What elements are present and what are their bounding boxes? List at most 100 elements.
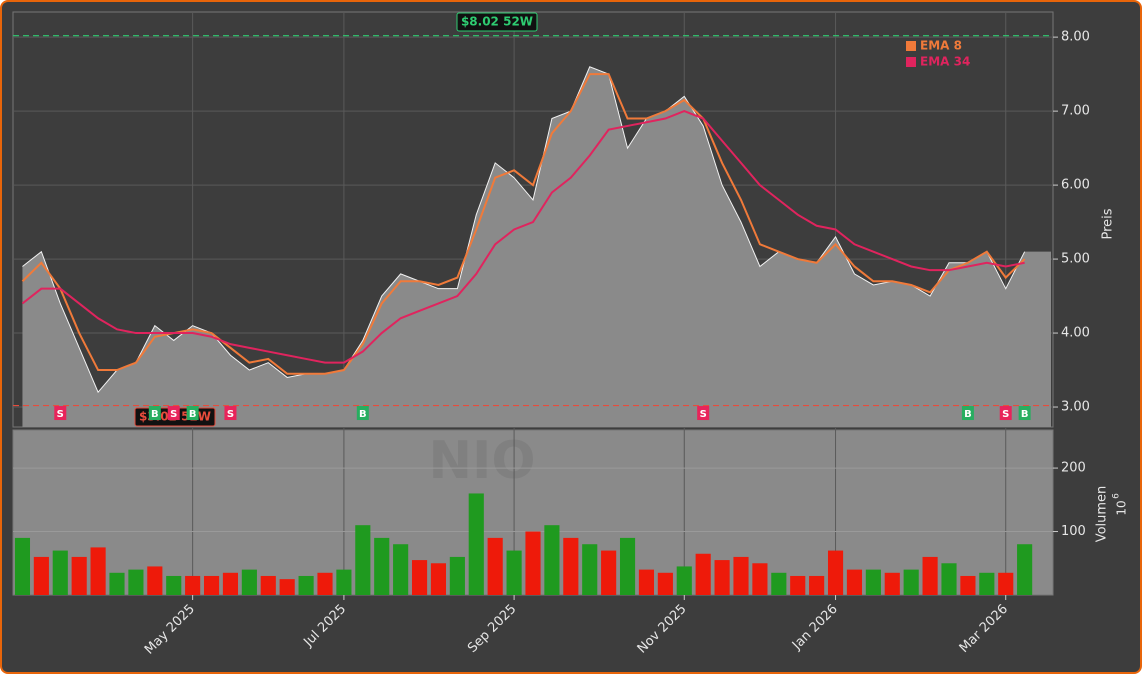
volume-bar xyxy=(676,566,692,595)
unit-exponent: 6 xyxy=(1112,493,1122,499)
signal-badge xyxy=(1018,406,1031,421)
unit-label: 10 xyxy=(1115,500,1129,515)
volume-bar xyxy=(260,575,276,595)
price-line xyxy=(22,66,1026,394)
y-tick-label: 8.00 xyxy=(1061,30,1090,45)
x-tick-label: Jul 2025 xyxy=(300,602,349,651)
x-tick-label: Jan 2026 xyxy=(789,602,841,654)
volume-bar xyxy=(468,493,484,595)
volume-bar xyxy=(33,556,49,595)
volume-bar xyxy=(487,537,503,595)
signal-badge xyxy=(697,406,710,421)
volume-bar xyxy=(166,575,182,595)
volume-bar xyxy=(809,575,825,595)
volume-bar xyxy=(601,550,617,595)
volume-bar xyxy=(430,563,447,595)
signal-badge xyxy=(356,406,369,421)
legend-swatch xyxy=(906,41,916,51)
volume-bar xyxy=(733,556,749,595)
volume-bar xyxy=(185,575,201,595)
y-tick-label: 7.00 xyxy=(1061,104,1090,119)
signal-badge xyxy=(224,406,237,421)
legend-swatch xyxy=(906,57,916,67)
volume-bar xyxy=(619,537,636,595)
signal-label: S xyxy=(57,409,64,420)
level-label: $8.02 52W xyxy=(461,15,533,29)
signal-label: S xyxy=(1002,409,1009,420)
volume-bar xyxy=(865,569,881,595)
signal-label: S xyxy=(700,409,707,420)
volume-bar xyxy=(52,550,68,595)
volume-bar xyxy=(714,560,730,595)
x-tick-label: May 2025 xyxy=(142,602,198,658)
volume-bar xyxy=(109,572,125,595)
volume-bar xyxy=(846,569,863,595)
y-axis-label: Preis xyxy=(1101,208,1116,239)
volume-bar xyxy=(525,531,541,595)
y-tick-label: 5.00 xyxy=(1061,252,1090,267)
volume-bar xyxy=(790,575,806,595)
ema-line xyxy=(21,73,1026,375)
signal-label: B xyxy=(1021,409,1029,420)
volume-bar xyxy=(563,537,579,595)
volume-bar xyxy=(582,544,598,595)
volume-bar xyxy=(979,572,995,595)
legend-label: EMA 34 xyxy=(920,55,970,69)
signal-badge xyxy=(186,406,199,421)
volume-bar xyxy=(827,550,844,595)
signal-label: B xyxy=(359,409,367,420)
y-tick-label: 3.00 xyxy=(1061,400,1090,415)
volume-bar xyxy=(222,572,239,595)
y-axis-label: Volumen xyxy=(1095,486,1110,543)
volume-bar xyxy=(71,556,87,595)
volume-bar xyxy=(922,556,938,595)
signal-badge xyxy=(961,406,974,421)
signal-badge xyxy=(999,406,1012,421)
price-area xyxy=(22,66,1051,428)
volume-bar xyxy=(355,525,371,595)
volume-bar xyxy=(884,572,900,595)
volume-bar xyxy=(695,553,711,595)
watermark: NIO xyxy=(428,431,535,491)
volume-bar xyxy=(374,537,390,595)
volume-bar xyxy=(14,537,31,595)
y-tick-label: 6.00 xyxy=(1061,178,1090,193)
volume-bar xyxy=(1017,544,1033,595)
signal-label: B xyxy=(151,409,159,420)
signal-badge xyxy=(54,406,67,421)
volume-bar xyxy=(298,575,314,595)
volume-bar xyxy=(638,569,655,595)
volume-bar xyxy=(411,560,428,595)
ema-line xyxy=(21,110,1025,364)
signal-badge xyxy=(167,406,180,421)
volume-bar xyxy=(506,550,522,595)
signal-badge xyxy=(148,406,161,421)
volume-bar xyxy=(960,575,976,595)
signal-label: B xyxy=(964,409,972,420)
volume-bar xyxy=(241,569,257,595)
volume-bar xyxy=(90,547,106,595)
volume-bar xyxy=(203,575,220,595)
volume-bar xyxy=(147,566,163,595)
signal-label: B xyxy=(189,409,197,420)
volume-bar xyxy=(128,569,144,595)
volume-bar xyxy=(941,563,957,595)
y-tick-label: 200 xyxy=(1061,461,1086,476)
x-tick-label: Mar 2026 xyxy=(957,602,1011,656)
y-tick-label: 100 xyxy=(1061,524,1086,539)
x-tick-label: Sep 2025 xyxy=(465,602,519,656)
volume-bar xyxy=(336,569,352,595)
y-tick-label: 4.00 xyxy=(1061,326,1090,341)
signal-label: S xyxy=(170,409,177,420)
volume-bar xyxy=(279,579,295,595)
volume-bar xyxy=(317,572,333,595)
volume-bar xyxy=(544,525,560,595)
legend-label: EMA 8 xyxy=(920,39,962,53)
volume-bar xyxy=(903,569,919,595)
volume-bar xyxy=(771,572,787,595)
volume-bar xyxy=(752,563,768,595)
signal-label: S xyxy=(227,409,234,420)
